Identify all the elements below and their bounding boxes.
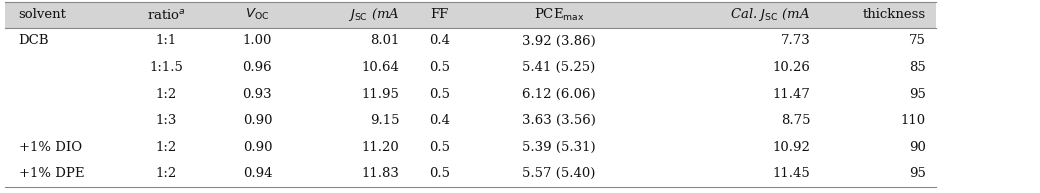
Text: thickness: thickness bbox=[862, 8, 926, 21]
Text: 1:2: 1:2 bbox=[156, 141, 177, 154]
Text: 8.01: 8.01 bbox=[370, 35, 399, 47]
Text: 0.5: 0.5 bbox=[428, 88, 450, 101]
Text: 7.73: 7.73 bbox=[780, 35, 810, 47]
Text: 11.83: 11.83 bbox=[362, 167, 399, 180]
Text: DCB: DCB bbox=[19, 35, 49, 47]
Text: 110: 110 bbox=[901, 114, 926, 127]
Text: 10.64: 10.64 bbox=[362, 61, 399, 74]
Text: 5.39 (5.31): 5.39 (5.31) bbox=[522, 141, 596, 154]
Text: 0.5: 0.5 bbox=[428, 167, 450, 180]
Text: 95: 95 bbox=[909, 88, 926, 101]
Text: $V_{\mathrm{OC}}$: $V_{\mathrm{OC}}$ bbox=[245, 7, 269, 22]
Bar bbox=[5, 2, 936, 28]
Text: 95: 95 bbox=[909, 167, 926, 180]
Text: 0.5: 0.5 bbox=[428, 141, 450, 154]
Text: 8.75: 8.75 bbox=[781, 114, 810, 127]
Text: 0.93: 0.93 bbox=[242, 88, 272, 101]
Text: solvent: solvent bbox=[19, 8, 67, 21]
Text: 0.94: 0.94 bbox=[242, 167, 272, 180]
Text: 10.26: 10.26 bbox=[773, 61, 810, 74]
Text: 5.41 (5.25): 5.41 (5.25) bbox=[522, 61, 596, 74]
Text: 11.20: 11.20 bbox=[362, 141, 399, 154]
Text: 75: 75 bbox=[909, 35, 926, 47]
Text: ratio$^{a}$: ratio$^{a}$ bbox=[147, 8, 186, 22]
Text: 10.92: 10.92 bbox=[773, 141, 810, 154]
Text: 11.95: 11.95 bbox=[362, 88, 399, 101]
Text: 1:1.5: 1:1.5 bbox=[150, 61, 183, 74]
Text: 1.00: 1.00 bbox=[242, 35, 272, 47]
Text: 0.5: 0.5 bbox=[428, 61, 450, 74]
Text: 90: 90 bbox=[909, 141, 926, 154]
Text: FF: FF bbox=[431, 8, 448, 21]
Text: 1:3: 1:3 bbox=[156, 114, 177, 127]
Text: 3.92 (3.86): 3.92 (3.86) bbox=[522, 35, 596, 47]
Text: 0.90: 0.90 bbox=[242, 114, 272, 127]
Text: 1:2: 1:2 bbox=[156, 167, 177, 180]
Text: $J_{\mathrm{SC}}$ (mA: $J_{\mathrm{SC}}$ (mA bbox=[347, 6, 399, 23]
Text: 0.96: 0.96 bbox=[242, 61, 272, 74]
Text: Cal. $J_{\mathrm{SC}}$ (mA: Cal. $J_{\mathrm{SC}}$ (mA bbox=[730, 6, 810, 23]
Text: 6.12 (6.06): 6.12 (6.06) bbox=[522, 88, 596, 101]
Text: +1% DPE: +1% DPE bbox=[19, 167, 84, 180]
Text: 0.90: 0.90 bbox=[242, 141, 272, 154]
Text: +1% DIO: +1% DIO bbox=[19, 141, 82, 154]
Text: 3.63 (3.56): 3.63 (3.56) bbox=[522, 114, 596, 127]
Text: 5.57 (5.40): 5.57 (5.40) bbox=[522, 167, 596, 180]
Text: 11.45: 11.45 bbox=[773, 167, 810, 180]
Text: 1:2: 1:2 bbox=[156, 88, 177, 101]
Text: 1:1: 1:1 bbox=[156, 35, 177, 47]
Text: 0.4: 0.4 bbox=[428, 35, 450, 47]
Text: 85: 85 bbox=[909, 61, 926, 74]
Text: 11.47: 11.47 bbox=[773, 88, 810, 101]
Text: PCE$_{\mathrm{max}}$: PCE$_{\mathrm{max}}$ bbox=[534, 7, 584, 23]
Text: 0.4: 0.4 bbox=[428, 114, 450, 127]
Text: 9.15: 9.15 bbox=[370, 114, 399, 127]
